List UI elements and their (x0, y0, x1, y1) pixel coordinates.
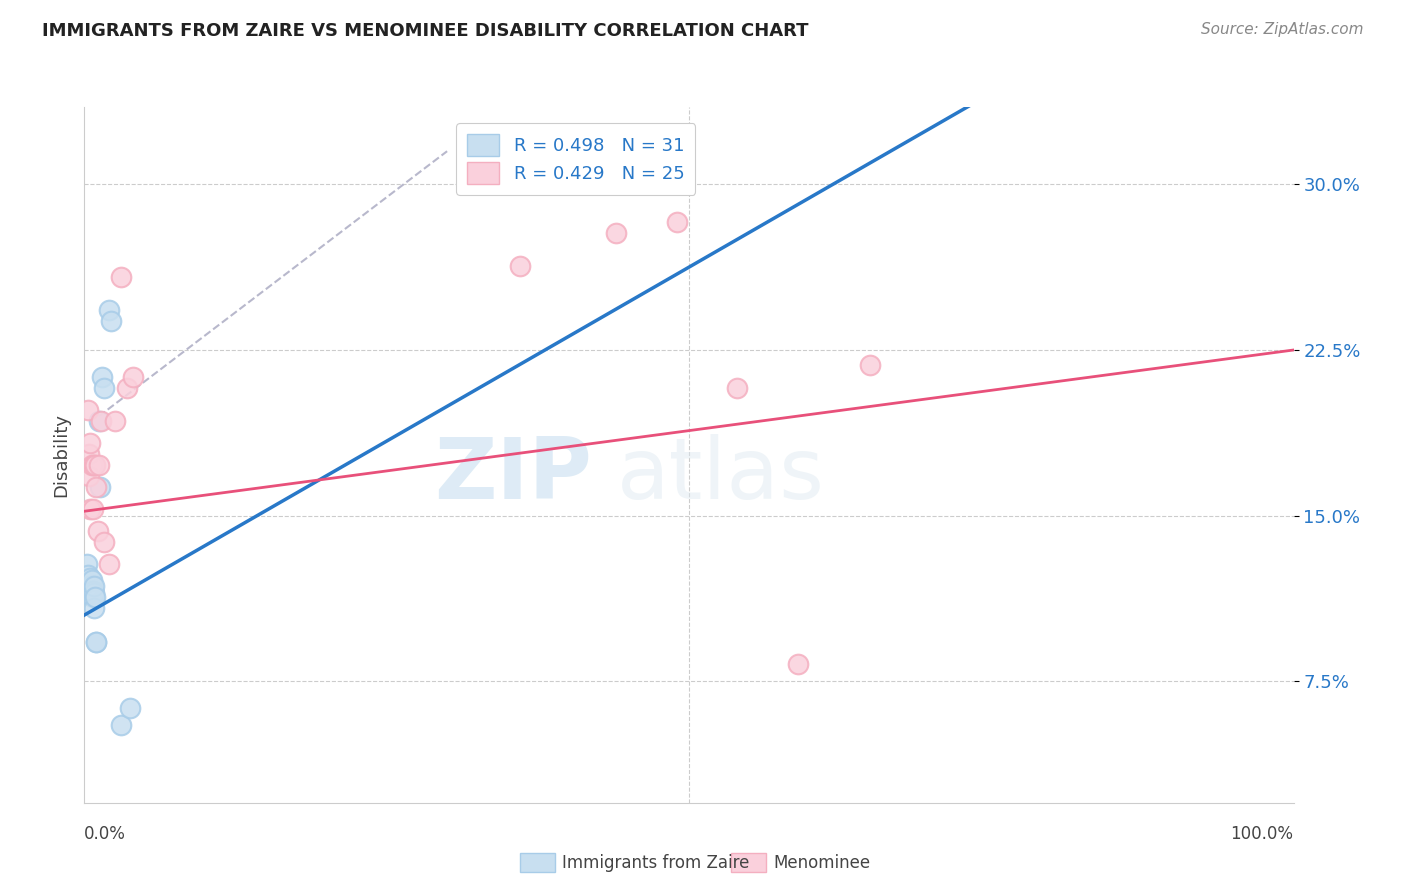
Text: IMMIGRANTS FROM ZAIRE VS MENOMINEE DISABILITY CORRELATION CHART: IMMIGRANTS FROM ZAIRE VS MENOMINEE DISAB… (42, 22, 808, 40)
Point (605, 226, 627, 240)
Point (89, 480, 111, 494)
Point (90, 414, 112, 428)
Point (86, 634, 108, 648)
Legend: R = 0.498   N = 31, R = 0.429   N = 25: R = 0.498 N = 31, R = 0.429 N = 25 (456, 123, 696, 195)
Point (83, 579, 105, 593)
Point (100, 314, 122, 328)
Point (82, 591, 104, 605)
Text: Immigrants from Zaire: Immigrants from Zaire (562, 854, 749, 871)
Point (82, 583, 104, 598)
Point (77, 574, 100, 589)
Point (79, 579, 101, 593)
Point (93, 380, 115, 394)
Point (97, 558, 120, 572)
Point (82, 502, 104, 516)
Point (77, 447, 100, 461)
Point (110, 718, 132, 732)
Point (80, 573, 103, 587)
Point (859, 359, 882, 373)
Point (110, 270, 132, 285)
Point (80, 583, 103, 598)
Point (86, 524, 108, 538)
Point (121, 369, 143, 384)
Point (84, 458, 107, 472)
Point (91, 369, 114, 384)
Point (77, 579, 100, 593)
Text: ZIP: ZIP (434, 434, 592, 517)
Point (83, 458, 105, 472)
Point (115, 380, 138, 394)
Text: 100.0%: 100.0% (1230, 825, 1294, 843)
Point (97, 303, 120, 318)
Point (84, 591, 107, 605)
Point (80, 458, 103, 472)
Point (77, 402, 100, 417)
Point (86, 634, 108, 648)
Point (80, 583, 103, 598)
Point (83, 601, 105, 615)
Point (509, 259, 531, 273)
Point (87, 458, 110, 472)
Point (665, 215, 688, 229)
Point (76, 558, 98, 572)
Y-axis label: Disability: Disability (52, 413, 70, 497)
Text: atlas: atlas (616, 434, 824, 517)
Point (86, 480, 108, 494)
Point (77, 588, 100, 602)
Point (93, 535, 115, 549)
Point (87, 414, 110, 428)
Point (77, 469, 100, 483)
Text: Source: ZipAtlas.com: Source: ZipAtlas.com (1201, 22, 1364, 37)
Point (120, 701, 142, 715)
Point (79, 579, 101, 593)
Text: 0.0%: 0.0% (84, 825, 127, 843)
Point (77, 568, 100, 582)
Point (77, 579, 100, 593)
Text: Menominee: Menominee (773, 854, 870, 871)
Point (104, 414, 127, 428)
Point (79, 579, 101, 593)
Point (79, 502, 101, 516)
Point (79, 435, 101, 450)
Point (80, 579, 103, 593)
Point (725, 380, 748, 394)
Point (786, 657, 808, 671)
Point (82, 583, 104, 598)
Point (83, 586, 105, 600)
Point (79, 570, 101, 584)
